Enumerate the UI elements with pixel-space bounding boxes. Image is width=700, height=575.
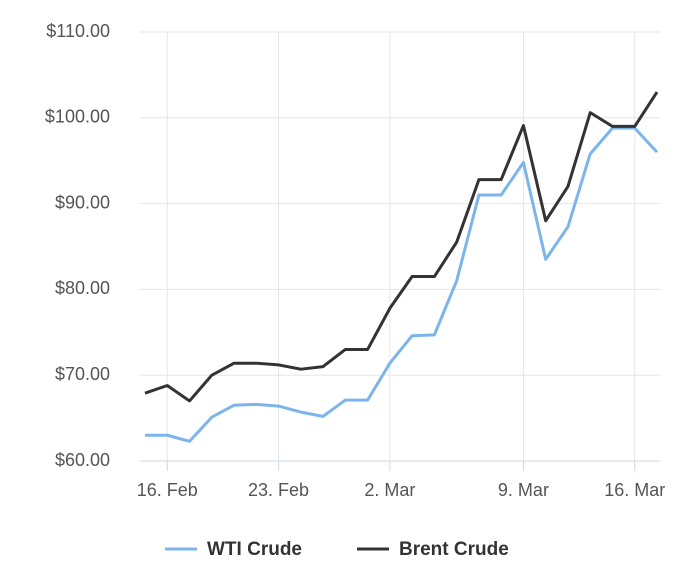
y-tick-label: $60.00: [55, 450, 110, 470]
y-tick-label: $70.00: [55, 364, 110, 384]
legend: WTI Crude Brent Crude: [165, 539, 509, 560]
y-tick-label: $90.00: [55, 192, 110, 212]
x-tick-label: 23. Feb: [248, 480, 309, 500]
series-line: [145, 126, 659, 443]
legend-label: Brent Crude: [399, 539, 509, 560]
x-tick-label: 9. Mar: [498, 480, 549, 500]
x-tick-label: 16. Feb: [137, 480, 198, 500]
y-tick-label: $100.00: [45, 107, 110, 127]
legend-label: WTI Crude: [207, 539, 302, 560]
x-tick-label: 2. Mar: [364, 480, 415, 500]
series-line: [144, 91, 659, 403]
y-tick-label: $110.00: [46, 21, 110, 41]
y-tick-label: $80.00: [55, 278, 110, 298]
x-tick-label: 16. Mar: [604, 480, 665, 500]
